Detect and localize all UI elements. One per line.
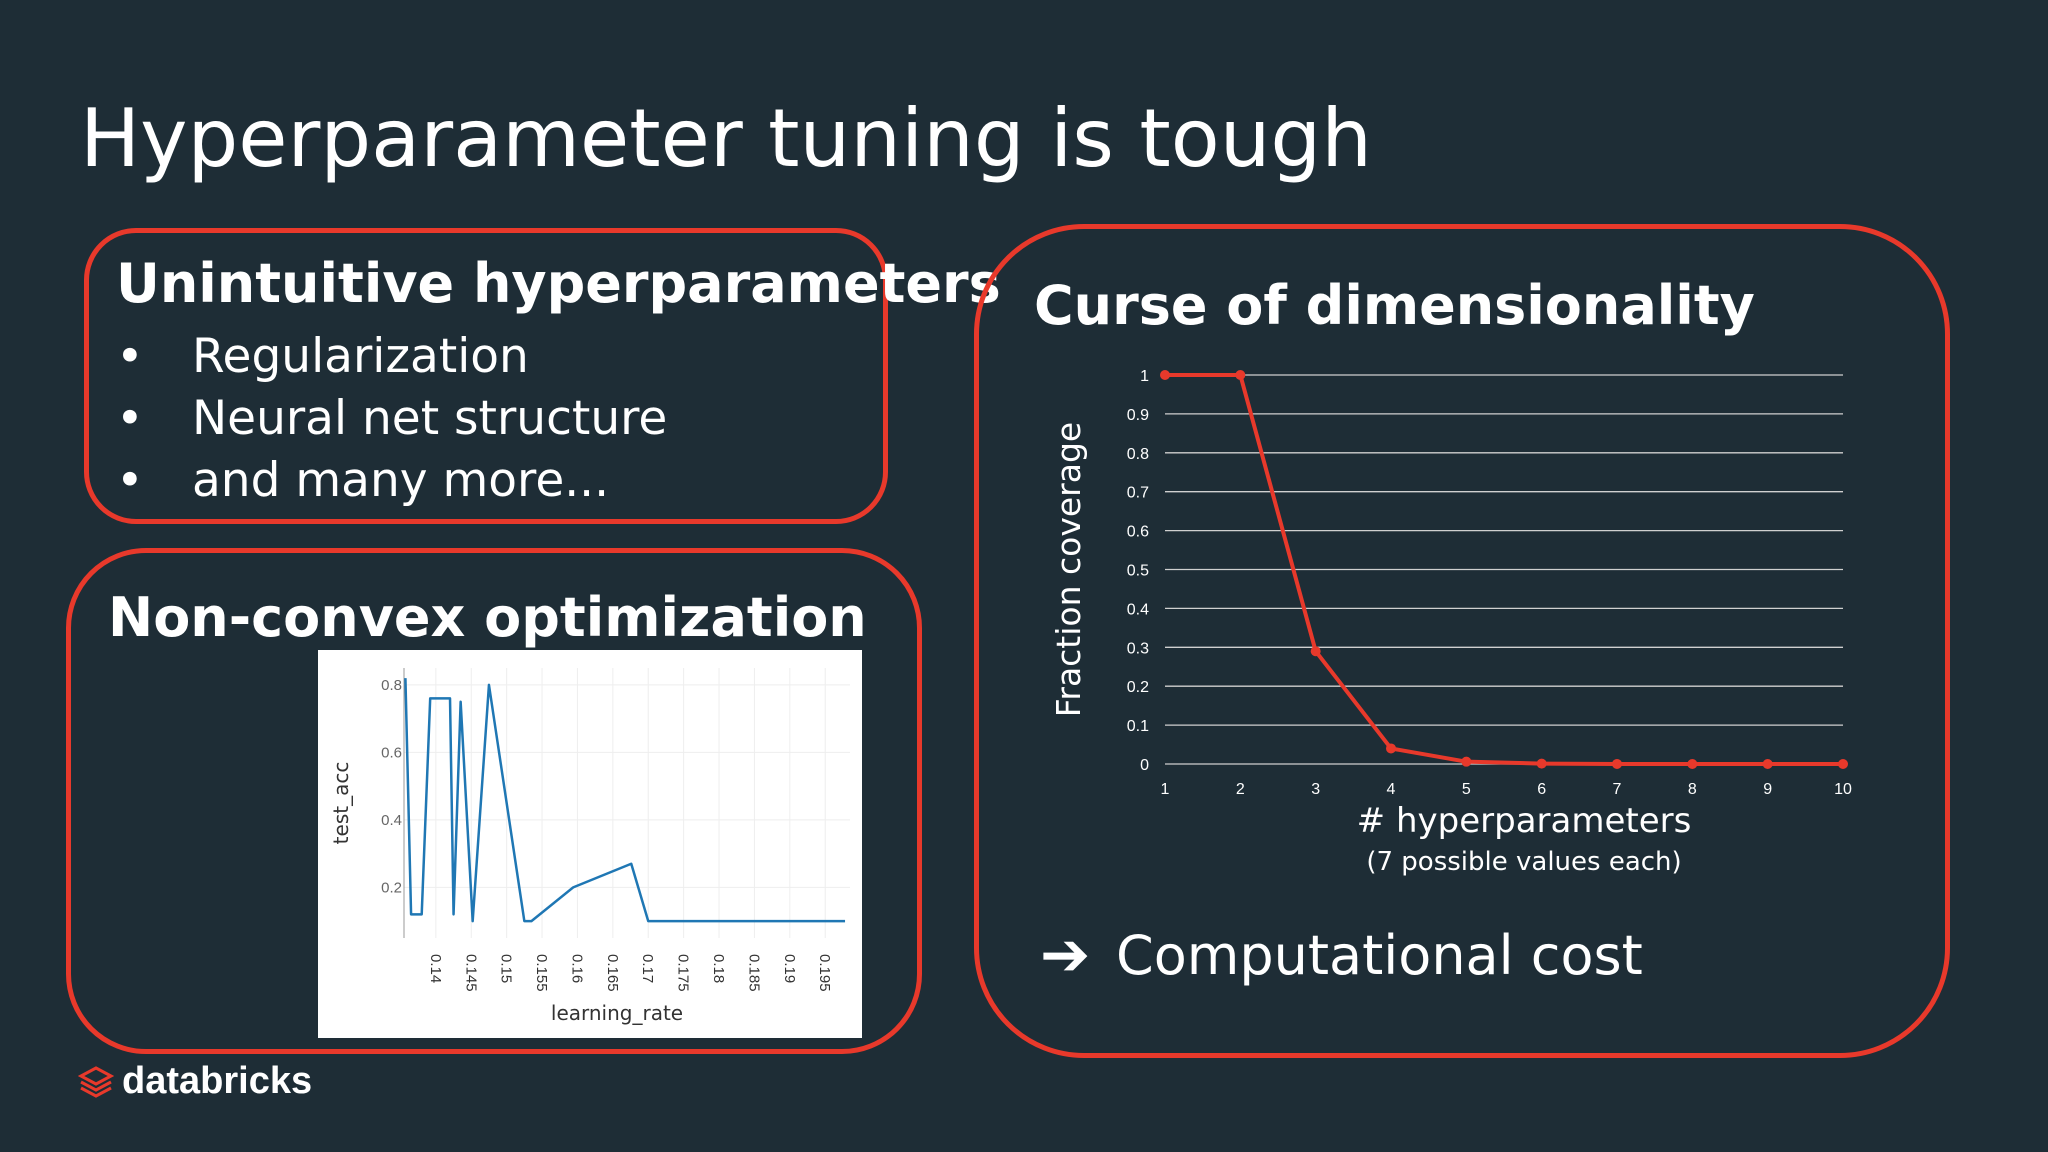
list-item-label: Regularization (192, 329, 529, 384)
result-line: ➔ Computational cost (1040, 920, 1643, 990)
y-tick-label: 0.9 (1127, 407, 1149, 424)
x-axis-label: # hyperparameters (1357, 801, 1692, 841)
list-item: • and many more... (112, 450, 667, 512)
y-tick-label: 0.3 (1127, 640, 1149, 657)
y-tick-label: 0.4 (1127, 601, 1149, 618)
y-tick-label: 1 (1140, 368, 1149, 385)
databricks-logo: databricks (78, 1060, 312, 1103)
x-tick-label: 7 (1613, 781, 1622, 798)
databricks-stack-icon (78, 1065, 114, 1098)
data-point (1612, 758, 1622, 769)
nonconvex-panel (66, 548, 922, 1054)
coverage-line (1165, 373, 1843, 766)
y-axis-label: Fraction coverage (1049, 422, 1088, 717)
x-tick-label: 8 (1688, 781, 1697, 798)
y-tick-label: 0.8 (1127, 446, 1149, 463)
x-tick-label: 0.145 (462, 954, 479, 992)
y-axis-label: test_acc (329, 762, 353, 845)
x-tick-label: 0.195 (816, 954, 833, 992)
list-item-label: Neural net structure (192, 391, 668, 446)
bullet-icon: • (116, 453, 144, 508)
x-tick-label: 6 (1537, 781, 1546, 798)
x-tick-label: 4 (1387, 781, 1396, 798)
y-tick-label: 0.2 (1127, 679, 1149, 696)
data-point (1461, 756, 1472, 767)
result-text: Computational cost (1116, 923, 1643, 987)
data-point (1160, 370, 1170, 380)
y-tick-label: 0.5 (1127, 563, 1149, 580)
x-tick-label: 3 (1311, 781, 1320, 798)
x-tick-label: 0.16 (568, 954, 585, 983)
y-tick-label: 0.1 (1127, 718, 1149, 735)
data-point (1235, 370, 1246, 380)
x-tick-label: 9 (1763, 781, 1772, 798)
data-point (1687, 759, 1698, 769)
x-tick-label: 5 (1462, 781, 1471, 798)
logo-text: databricks (122, 1060, 313, 1102)
unintuitive-heading: Unintuitive hyperparameters (116, 252, 1001, 315)
nonconvex-heading: Non-convex optimization (108, 586, 867, 649)
x-axis-label: learning_rate (551, 1001, 683, 1025)
curse-heading: Curse of dimensionality (1034, 274, 1755, 337)
x-tick-label: 0.155 (533, 954, 550, 992)
x-tick-label: 0.15 (498, 954, 515, 983)
x-tick-label: 0.14 (427, 954, 444, 983)
x-tick-label: 0.165 (604, 954, 621, 992)
data-point (1762, 759, 1773, 769)
y-tick-label: 0.7 (1127, 485, 1149, 502)
test-acc-chart: 0.2 0.4 0.6 0.8 0.14 0.145 0.15 0.155 0.16 0.165 0… (329, 668, 850, 1025)
y-tick-label: 0.6 (381, 744, 402, 761)
x-tick-label: 2 (1236, 781, 1245, 798)
x-tick-label: 0.17 (639, 954, 656, 983)
test-acc-line (404, 678, 846, 923)
y-tick-label: 0 (1140, 757, 1149, 774)
curse-panel (974, 224, 1950, 1058)
unintuitive-panel (84, 228, 888, 524)
list-item-label: and many more... (192, 453, 610, 508)
bullet-icon: • (116, 329, 144, 384)
unintuitive-list: • Regularization • Neural net structure • a… (112, 326, 667, 512)
x-tick-label: 0.175 (675, 954, 692, 992)
data-point (1838, 759, 1848, 769)
x-tick-label: 0.19 (781, 954, 798, 983)
y-tick-label: 0.6 (1127, 524, 1149, 541)
arrow-right-icon: ➔ (1040, 920, 1091, 990)
data-point (1386, 743, 1396, 754)
test-acc-chart-container: 0.2 0.4 0.6 0.8 0.14 0.145 0.15 0.155 0.16 0.165 0… (318, 650, 862, 1038)
x-tick-label: 1 (1161, 781, 1170, 798)
list-item: • Regularization (112, 326, 667, 388)
data-point (1536, 758, 1547, 769)
y-tick-label: 0.4 (381, 812, 402, 829)
list-item: • Neural net structure (112, 388, 667, 450)
x-tick-label: 10 (1834, 781, 1852, 798)
coverage-chart: 0 0.1 0.2 0.3 0.4 0.5 0.6 0.7 0.8 0.9 1 1 2 3 4 5 6 7 8 9 10… (1049, 368, 1852, 877)
x-tick-label: 0.18 (710, 954, 727, 983)
y-tick-label: 0.8 (381, 677, 402, 694)
slide-title: Hyperparameter tuning is tough (80, 92, 1372, 185)
x-tick-label: 0.185 (745, 954, 762, 992)
bullet-icon: • (116, 391, 144, 446)
y-tick-label: 0.2 (381, 879, 402, 896)
data-point (1310, 646, 1321, 657)
x-axis-sublabel: (7 possible values each) (1366, 847, 1681, 877)
